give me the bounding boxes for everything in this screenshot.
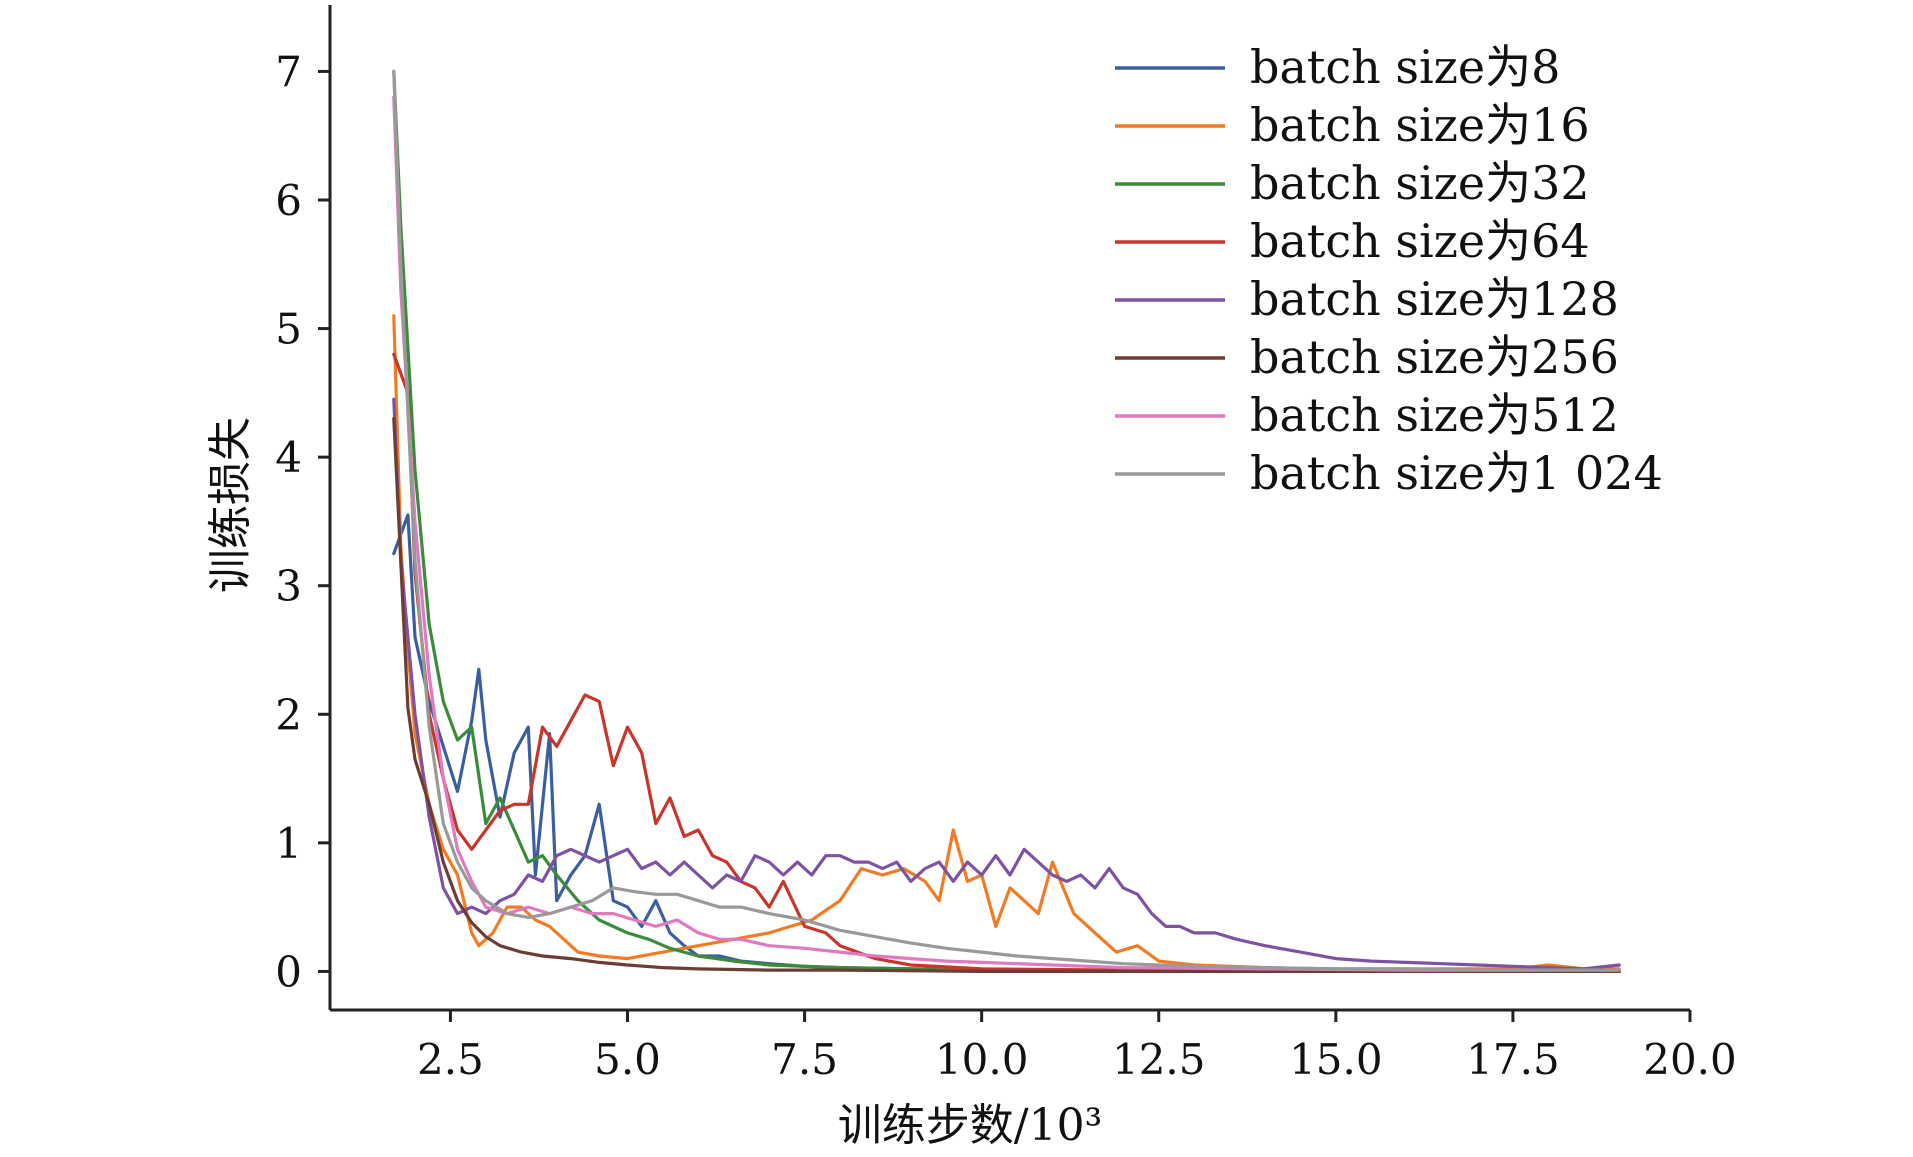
x-tick-label: 17.5 [1466, 1035, 1560, 1084]
series-line-1 [392, 314, 1621, 971]
axes: 2.5 5.0 7.5 10.0 12.5 15.0 17.5 20.0 0 1 2 3 4 5 6 7 [275, 5, 1737, 1084]
x-tick-label: 10.0 [935, 1035, 1029, 1084]
x-tick-label: 7.5 [771, 1035, 838, 1084]
series-line-2 [392, 69, 1621, 974]
series-line-0 [392, 513, 1621, 974]
series-line-6 [392, 95, 1621, 972]
y-tick-label: 1 [275, 819, 302, 868]
y-tick-label: 0 [275, 947, 302, 996]
legend-label: batch size为64 [1250, 214, 1590, 268]
legend-label: batch size为512 [1250, 388, 1619, 442]
y-tick-label: 7 [275, 47, 302, 96]
legend-label: batch size为16 [1250, 98, 1590, 152]
legend-label: batch size为1 024 [1250, 446, 1663, 500]
y-tick-label: 6 [275, 176, 302, 225]
series-line-5 [392, 417, 1621, 974]
x-tick-label: 5.0 [594, 1035, 661, 1084]
y-tick-label: 3 [275, 562, 302, 611]
y-tick-label: 4 [275, 433, 302, 482]
x-tick-label: 15.0 [1289, 1035, 1383, 1084]
legend-label: batch size为128 [1250, 272, 1619, 326]
series-line-4 [392, 397, 1621, 971]
x-axis-title: 训练步数/10³ [838, 1100, 1102, 1151]
series-line-7 [392, 69, 1621, 972]
legend-label: batch size为256 [1250, 330, 1619, 384]
x-tick-label: 20.0 [1643, 1035, 1737, 1084]
y-tick-label: 5 [275, 305, 302, 354]
legend-label: batch size为8 [1250, 40, 1560, 94]
x-tick-label: 12.5 [1112, 1035, 1206, 1084]
y-tick-label: 2 [275, 690, 302, 739]
y-axis-title: 训练损失 [205, 417, 256, 593]
x-tick-label: 2.5 [417, 1035, 484, 1084]
legend-label: batch size为32 [1250, 156, 1590, 210]
series-line-3 [392, 352, 1621, 974]
y-ticks: 0 1 2 3 4 5 6 7 [275, 47, 330, 996]
x-ticks: 2.5 5.0 7.5 10.0 12.5 15.0 17.5 20.0 [417, 1010, 1737, 1084]
series-lines [392, 69, 1621, 974]
